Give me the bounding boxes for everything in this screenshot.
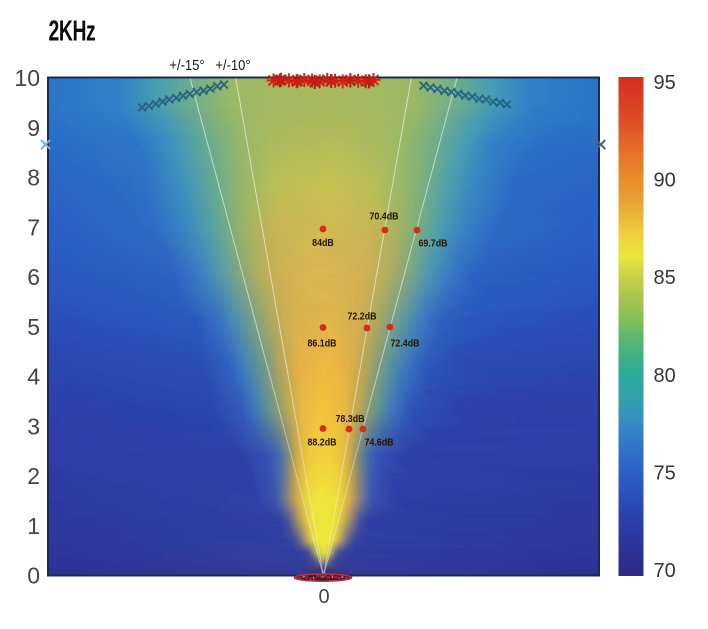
svg-text:78.3dB: 78.3dB — [335, 414, 364, 426]
svg-text:0: 0 — [318, 586, 329, 608]
svg-text:0: 0 — [27, 563, 40, 589]
svg-text:2KHz: 2KHz — [49, 16, 96, 48]
svg-text:70: 70 — [654, 560, 676, 582]
svg-text:75: 75 — [654, 462, 676, 484]
svg-text:1: 1 — [27, 513, 40, 539]
svg-text:69.7dB: 69.7dB — [418, 238, 447, 250]
svg-text:90: 90 — [654, 170, 676, 192]
svg-text:2: 2 — [27, 463, 40, 489]
svg-text:84dB: 84dB — [312, 238, 334, 250]
svg-text:72.4dB: 72.4dB — [390, 338, 419, 350]
svg-text:74.6dB: 74.6dB — [364, 437, 393, 449]
svg-text:+/-10°: +/-10° — [215, 57, 250, 73]
svg-text:95: 95 — [654, 72, 676, 94]
svg-text:7: 7 — [27, 214, 40, 240]
svg-text:88.2dB: 88.2dB — [307, 437, 336, 449]
svg-text:80: 80 — [654, 365, 676, 387]
svg-text:8: 8 — [27, 165, 40, 191]
svg-text:5: 5 — [27, 314, 40, 340]
svg-text:4: 4 — [27, 364, 40, 390]
svg-text:+/-15°: +/-15° — [169, 57, 204, 73]
svg-text:6: 6 — [27, 264, 40, 290]
svg-text:70.4dB: 70.4dB — [369, 211, 398, 223]
svg-text:3: 3 — [27, 413, 40, 439]
svg-text:86.1dB: 86.1dB — [307, 338, 336, 350]
svg-text:9: 9 — [27, 115, 40, 141]
svg-text:10: 10 — [14, 65, 40, 91]
svg-text:85: 85 — [654, 267, 676, 289]
svg-text:72.2dB: 72.2dB — [347, 311, 376, 323]
